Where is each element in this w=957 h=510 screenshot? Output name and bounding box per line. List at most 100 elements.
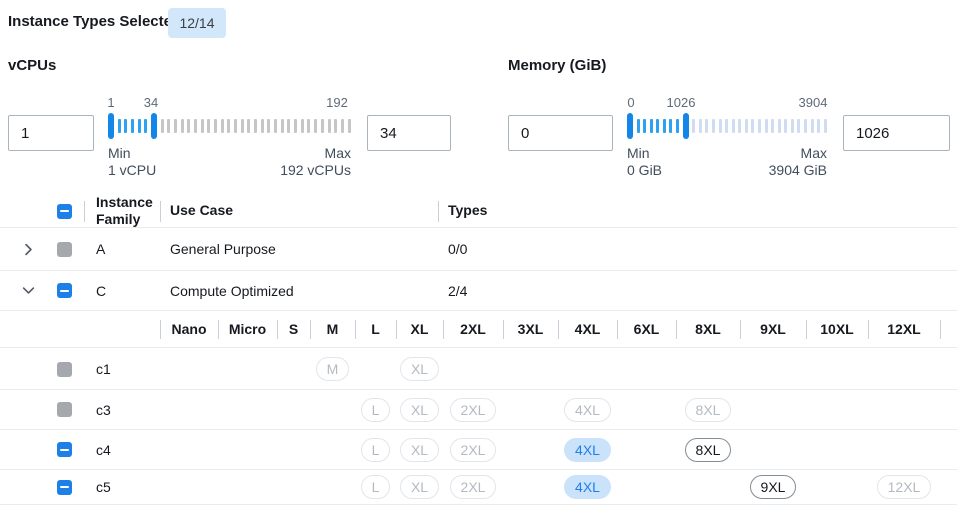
row-checkbox-cell bbox=[57, 349, 72, 389]
size-badge-c4-2xl-disabled: 2XL bbox=[449, 437, 497, 462]
size-column-header-6xl: 6XL bbox=[617, 311, 676, 347]
header-divider bbox=[84, 201, 85, 222]
slider-tick-inactive bbox=[234, 119, 238, 133]
types-count-cell: 0/0 bbox=[448, 228, 467, 270]
size-column-divider bbox=[310, 320, 311, 339]
slider-tick-inactive bbox=[240, 119, 244, 133]
size-column-header-12xl: 12XL bbox=[868, 311, 940, 347]
row-checkbox-cell bbox=[57, 430, 72, 469]
size-column-label: 9XL bbox=[760, 321, 786, 337]
slider-tick-inactive bbox=[254, 119, 258, 133]
size-badge-cell-2xl: 2XL bbox=[443, 390, 503, 429]
size-column-divider bbox=[355, 320, 356, 339]
slider-tick-inactive bbox=[207, 119, 211, 133]
size-column-header-l: L bbox=[355, 311, 396, 347]
vcpus-scale-current-label: 34 bbox=[143, 95, 159, 110]
size-badge-c5-9xl-enabled[interactable]: 9XL bbox=[749, 475, 797, 499]
slider-tick-inactive bbox=[274, 119, 278, 133]
family-row-a: A General Purpose 0/0 bbox=[0, 228, 957, 271]
slider-tick-inactive bbox=[200, 119, 204, 133]
slider-tick-inactive bbox=[294, 119, 298, 133]
slider-tick-inactive bbox=[314, 119, 318, 133]
size-column-divider bbox=[396, 320, 397, 339]
types-count-cell: 2/4 bbox=[448, 271, 467, 310]
slider-tick-active bbox=[643, 119, 647, 133]
slider-handle-max[interactable] bbox=[151, 113, 158, 139]
collapse-chevron-icon[interactable] bbox=[18, 281, 38, 301]
expander-cell bbox=[18, 228, 38, 270]
use-case-value: Compute Optimized bbox=[170, 282, 294, 299]
size-column-label: L bbox=[371, 321, 380, 337]
size-badge-cell-l: L bbox=[355, 430, 396, 469]
slider-tick-active bbox=[144, 119, 148, 133]
slider-tick-inactive bbox=[823, 119, 827, 133]
slider-tick-inactive bbox=[810, 119, 814, 133]
slider-handle-min[interactable] bbox=[108, 113, 114, 139]
slider-tick-inactive bbox=[790, 119, 794, 133]
slider-tick-inactive bbox=[725, 119, 729, 133]
size-badge-cell-xl: XL bbox=[396, 390, 443, 429]
slider-tick-inactive bbox=[267, 119, 271, 133]
slider-handle-max[interactable] bbox=[682, 113, 689, 139]
selected-count-badge: 12/14 bbox=[168, 8, 226, 38]
select-all-checkbox[interactable] bbox=[57, 203, 72, 219]
row-checkbox-cell bbox=[57, 228, 72, 270]
slider-tick-inactive bbox=[214, 119, 218, 133]
memory-range-slider[interactable] bbox=[627, 113, 827, 139]
vcpus-min-input[interactable] bbox=[8, 115, 94, 151]
size-column-header-xl: XL bbox=[396, 311, 443, 347]
expand-chevron-icon[interactable] bbox=[18, 239, 38, 259]
use-case-header: Use Case bbox=[170, 202, 234, 219]
slider-tick-inactive bbox=[174, 119, 178, 133]
size-badge-cell-2xl: 2XL bbox=[443, 430, 503, 469]
select-all-cell bbox=[57, 195, 72, 227]
slider-tick-inactive bbox=[797, 119, 801, 133]
row-checkbox-cell bbox=[57, 470, 72, 504]
vcpus-max-caption-text: Max bbox=[324, 145, 351, 161]
size-badge-c5-2xl-disabled: 2XL bbox=[449, 475, 497, 499]
row-checkbox-indeterminate[interactable] bbox=[57, 283, 72, 298]
memory-scale-max-label: 3904 bbox=[798, 95, 828, 110]
size-badge-c3-2xl-disabled: 2XL bbox=[449, 397, 497, 422]
vcpus-scale-min-label: 1 bbox=[107, 95, 115, 110]
size-badge-cell-2xl: 2XL bbox=[443, 470, 503, 504]
vcpus-min-caption-text: Min bbox=[108, 145, 131, 161]
memory-scale-min-label: 0 bbox=[627, 95, 635, 110]
memory-max-input[interactable] bbox=[843, 115, 950, 151]
slider-tick-inactive bbox=[757, 119, 761, 133]
size-badge-c5-4xl-selected[interactable]: 4XL bbox=[564, 475, 611, 499]
size-badge-c4-4xl-selected[interactable]: 4XL bbox=[564, 437, 611, 462]
header-divider bbox=[160, 201, 161, 222]
slider-tick-active bbox=[117, 119, 121, 133]
size-column-label: 8XL bbox=[695, 321, 721, 337]
row-checkbox-indeterminate[interactable] bbox=[57, 442, 72, 457]
size-badge-c3-8xl-disabled: 8XL bbox=[684, 397, 732, 422]
expander-cell bbox=[18, 271, 38, 310]
row-checkbox-disabled bbox=[57, 402, 72, 417]
vcpus-max-input[interactable] bbox=[367, 115, 451, 151]
size-badge-c4-8xl-enabled[interactable]: 8XL bbox=[684, 437, 732, 462]
size-column-divider bbox=[806, 320, 807, 339]
slider-tick-inactive bbox=[167, 119, 171, 133]
vcpus-range-slider[interactable] bbox=[108, 113, 351, 139]
slider-tick-inactive bbox=[220, 119, 224, 133]
instance-type-row-c1: c1 M XL bbox=[0, 349, 957, 390]
size-badge-cell-8xl: 8XL bbox=[676, 390, 740, 429]
slider-tick-inactive bbox=[260, 119, 264, 133]
size-badge-c5-12xl-disabled: 12XL bbox=[876, 475, 932, 499]
use-case-cell: Compute Optimized bbox=[170, 271, 294, 310]
slider-tick-inactive bbox=[160, 119, 164, 133]
instance-type-row-c3: c3 L XL 2XL 4XL 8XL bbox=[0, 390, 957, 430]
row-checkbox-indeterminate[interactable] bbox=[57, 479, 72, 495]
size-column-divider bbox=[868, 320, 869, 339]
memory-min-detail-text: 0 GiB bbox=[627, 162, 663, 178]
instance-type-name-cell: c4 bbox=[96, 430, 111, 469]
slider-handle-min[interactable] bbox=[627, 113, 633, 139]
memory-min-input[interactable] bbox=[508, 115, 613, 151]
vcpus-max-detail-text: 192 vCPUs bbox=[280, 162, 351, 178]
size-column-label: XL bbox=[410, 321, 429, 337]
size-column-divider bbox=[277, 320, 278, 339]
size-badge-c1-xl-disabled: XL bbox=[399, 357, 440, 381]
instance-type-name: c3 bbox=[96, 401, 111, 418]
size-column-header-micro: Micro bbox=[218, 311, 277, 347]
